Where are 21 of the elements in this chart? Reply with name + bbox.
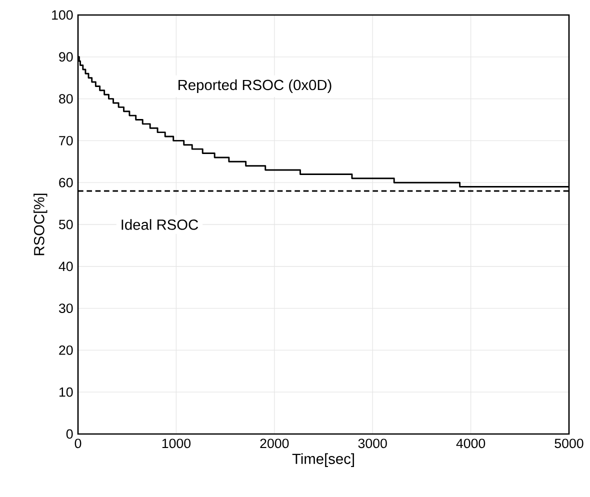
text: Reported RSOC (0x0D)	[178, 79, 332, 94]
x-tick-label: 5000	[554, 438, 584, 448]
y-axis-title: RSOC[%]	[34, 194, 48, 256]
y-tick-label: 20	[59, 345, 73, 355]
y-tick-label: 70	[59, 136, 73, 146]
x-tick-label: 0	[74, 438, 82, 448]
x-tick-label: 1000	[162, 438, 191, 448]
y-tick-label: 60	[59, 178, 73, 188]
y-tick-label: 10	[59, 387, 73, 397]
y-tick-label: 50	[59, 220, 73, 230]
y-tick-label: 80	[59, 94, 73, 104]
x-tick-label: 3000	[358, 438, 387, 448]
x-tick-label: 4000	[456, 438, 486, 448]
x-axis-title: Time[sec]	[292, 453, 354, 467]
y-tick-label: 90	[59, 52, 73, 62]
y-tick-label: 30	[58, 304, 73, 314]
y-tick-label: 40	[58, 262, 73, 272]
y-tick-label: 100	[52, 10, 73, 20]
y-tick-label: 0	[66, 429, 73, 439]
x-tick-label: 2000	[260, 438, 289, 448]
ref-line-label: Ideal RSOC	[122, 219, 198, 230]
